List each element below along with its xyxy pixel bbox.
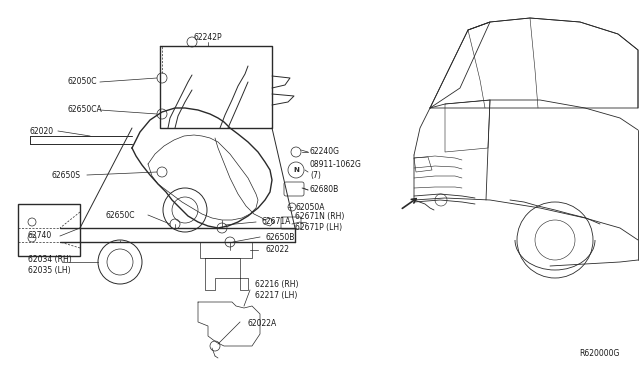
Text: 08911-1062G
(7): 08911-1062G (7) — [310, 160, 362, 180]
Text: 62020: 62020 — [30, 126, 54, 135]
Text: 62671N (RH)
62671P (LH): 62671N (RH) 62671P (LH) — [295, 212, 344, 232]
Text: 62680B: 62680B — [310, 186, 339, 195]
Text: 62740: 62740 — [28, 231, 52, 241]
Text: 62240G: 62240G — [310, 148, 340, 157]
Text: 62242P: 62242P — [194, 33, 222, 42]
Text: 62650B: 62650B — [265, 232, 294, 241]
Bar — [18, 204, 80, 256]
Text: 62050C: 62050C — [68, 77, 97, 87]
Text: 62650C: 62650C — [105, 211, 134, 219]
Text: 62034 (RH)
62035 (LH): 62034 (RH) 62035 (LH) — [28, 255, 72, 275]
Text: 62216 (RH)
62217 (LH): 62216 (RH) 62217 (LH) — [255, 280, 298, 300]
Text: 62671A: 62671A — [262, 218, 291, 227]
Text: 62022: 62022 — [265, 246, 289, 254]
Text: 62650CA: 62650CA — [68, 106, 103, 115]
Text: 62022A: 62022A — [247, 318, 276, 327]
Text: 62050A: 62050A — [295, 202, 324, 212]
Text: 62650S: 62650S — [52, 170, 81, 180]
Text: R620000G: R620000G — [580, 349, 620, 358]
Text: N: N — [293, 167, 299, 173]
